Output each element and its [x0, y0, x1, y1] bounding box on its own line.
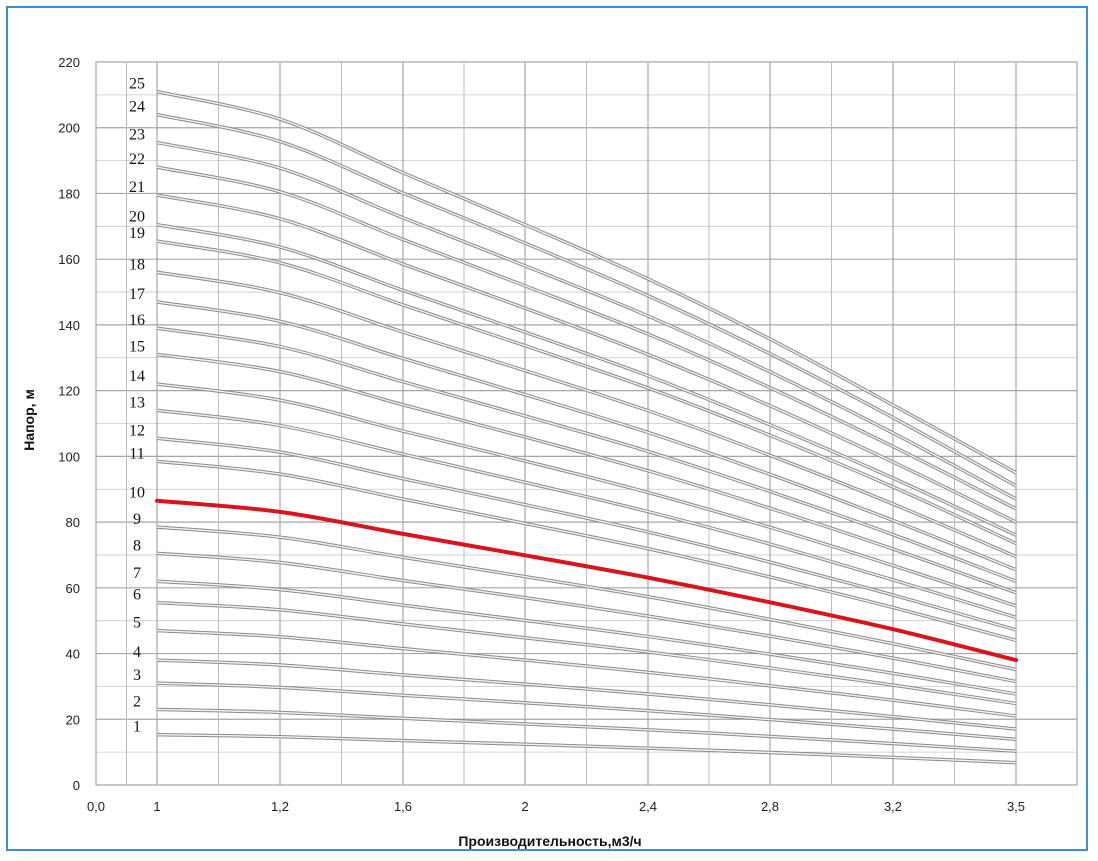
y-tick-label: 60: [66, 581, 80, 596]
curve-20-inner: [156, 223, 1017, 536]
curve-4-inner: [156, 659, 1017, 730]
curve-label-12: 12: [129, 422, 145, 439]
curve-5-inner: [156, 629, 1017, 717]
curve-label-2: 2: [133, 693, 141, 710]
x-tick-label: 1,2: [271, 799, 289, 814]
curve-label-15: 15: [129, 338, 145, 355]
curve-22-inner: [156, 166, 1017, 510]
bottom-strip: [0, 851, 1098, 861]
curve-label-20: 20: [129, 209, 145, 226]
curve-1-inner: [156, 734, 1017, 764]
curve-10-highlight: [155, 498, 1018, 663]
curve-label-11: 11: [129, 445, 144, 462]
curve-label-22: 22: [129, 151, 145, 168]
x-tick-label: 1,6: [394, 799, 412, 814]
curve-label-16: 16: [129, 312, 145, 329]
curve-label-10: 10: [129, 485, 145, 502]
y-tick-label: 80: [66, 515, 80, 530]
curve-label-7: 7: [133, 565, 141, 582]
curves: [155, 89, 1018, 765]
curve-label-17: 17: [129, 286, 145, 303]
curve-2-inner: [156, 708, 1017, 752]
curve-label-18: 18: [129, 256, 145, 273]
curve-label-14: 14: [129, 368, 145, 385]
curve-11-inner: [156, 460, 1017, 642]
curve-label-25: 25: [129, 76, 145, 93]
x-tick-label: 2,4: [639, 799, 657, 814]
curve-label-9: 9: [133, 511, 141, 528]
curve-23-inner: [156, 141, 1017, 500]
curve-13-inner: [156, 409, 1017, 619]
curve-3-inner: [156, 682, 1017, 740]
y-tick-label: 180: [58, 186, 80, 201]
curve-label-1: 1: [133, 719, 141, 736]
curve-label-4: 4: [133, 644, 141, 661]
curve-8-inner: [156, 552, 1017, 683]
curve-9-inner: [156, 526, 1017, 671]
curve-labels: 1234567891011121314151617181920212223242…: [129, 76, 145, 736]
x-tick-label: 3,5: [1007, 799, 1025, 814]
curve-label-3: 3: [133, 667, 141, 684]
curve-label-21: 21: [129, 179, 145, 196]
y-tick-label: 20: [66, 712, 80, 727]
curve-21-inner: [156, 194, 1017, 523]
y-tick-label: 0: [73, 778, 80, 793]
curve-16-inner: [156, 327, 1017, 582]
y-tick-label: 200: [58, 121, 80, 136]
y-tick-label: 160: [58, 252, 80, 267]
y-tick-label: 140: [58, 318, 80, 333]
y-tick-label: 40: [66, 647, 80, 662]
curve-label-6: 6: [133, 587, 141, 604]
curve-label-19: 19: [129, 225, 145, 242]
curve-label-5: 5: [133, 615, 141, 632]
curve-6-inner: [156, 601, 1017, 705]
curve-25-inner: [156, 90, 1017, 474]
x-axis-title: Производительность,м3/ч: [458, 833, 641, 849]
x-tick-label: 2,8: [761, 799, 779, 814]
x-tick-label: 0,0: [87, 799, 105, 814]
curve-7-inner: [156, 580, 1017, 695]
y-tick-labels: 0 20 40 60 80 100 120 140 160 180 200 220: [58, 55, 80, 793]
y-tick-label: 120: [58, 384, 80, 399]
curve-15-inner: [156, 353, 1017, 594]
curve-14-inner: [156, 383, 1017, 607]
curve-label-23: 23: [129, 127, 145, 144]
y-axis-title: Напор, м: [21, 389, 37, 451]
curve-label-8: 8: [133, 537, 141, 554]
y-tick-label: 100: [58, 449, 80, 464]
x-tick-labels: 0,0 1 1,2 1,6 2 2,4 2,8 3,2 3,5: [87, 799, 1025, 814]
y-tick-label: 220: [58, 55, 80, 70]
curve-18-inner: [156, 271, 1017, 558]
x-tick-label: 1: [153, 799, 160, 814]
x-tick-label: 3,2: [884, 799, 902, 814]
curve-24-inner: [156, 113, 1017, 487]
curve-12-inner: [156, 437, 1017, 631]
curve-17-inner: [156, 301, 1017, 571]
curve-label-13: 13: [129, 394, 145, 411]
curve-label-24: 24: [129, 99, 145, 116]
curve-19-inner: [156, 240, 1017, 545]
x-tick-label: 2: [521, 799, 528, 814]
